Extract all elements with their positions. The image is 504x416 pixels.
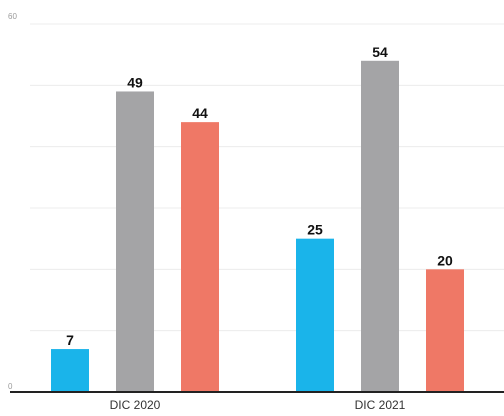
bar-2-3 [426,269,464,392]
data-label-1-1: 7 [66,332,74,348]
y-tick-label-min: 0 [8,382,13,391]
bar-1-1 [51,349,89,392]
data-label-1-2: 49 [127,74,143,90]
category-label-1: DIC 2020 [110,398,161,412]
bar-1-2 [116,91,154,392]
data-label-1-3: 44 [192,105,208,121]
data-label-2-3: 20 [437,252,453,268]
bar-2-1 [296,238,334,392]
y-tick-label-max: 60 [8,12,17,21]
bar-layer [51,60,464,393]
data-label-2-1: 25 [307,222,323,238]
bar-1-3 [181,122,219,392]
category-label-2: DIC 2021 [355,398,406,412]
label-layer: 7 49 44 DIC 2020 25 54 20 DIC 2021 [66,44,453,412]
bar-2-2 [361,60,399,393]
data-label-2-2: 54 [372,44,388,60]
grid-layer [30,23,504,332]
